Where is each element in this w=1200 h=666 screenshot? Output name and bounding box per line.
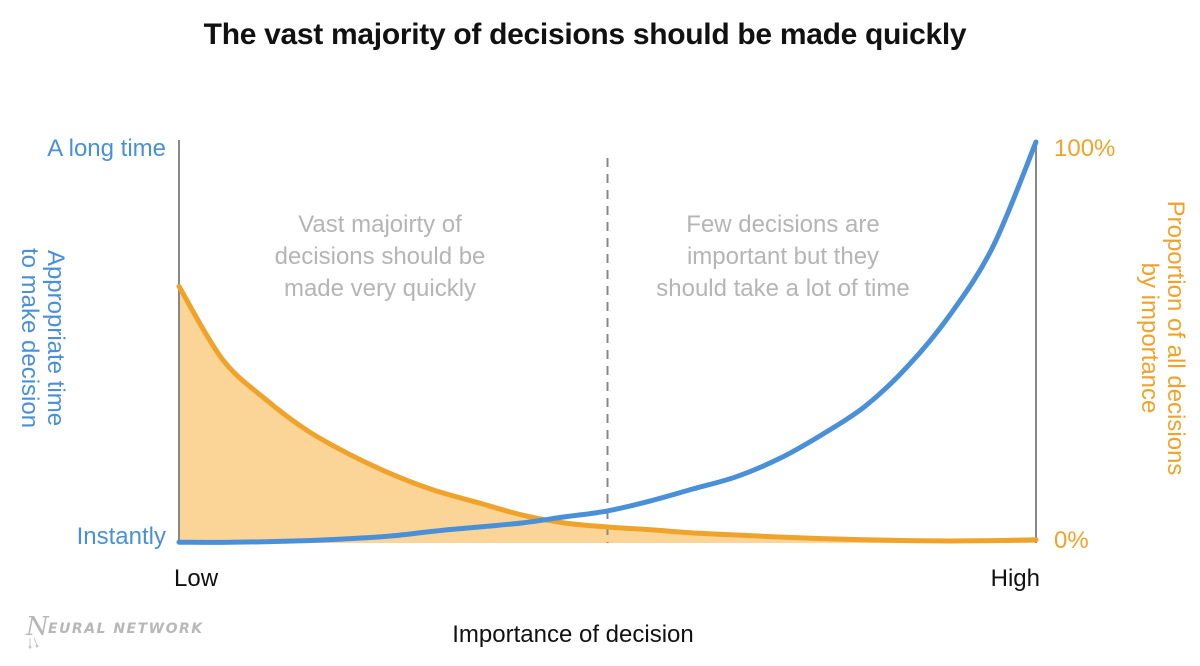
annotation-1-line: made very quickly — [284, 275, 476, 302]
y-right-label-line: by importance — [1136, 263, 1163, 414]
svg-text:EURAL NETWORK: EURAL NETWORK — [48, 621, 204, 637]
y-right-tick-bottom: 0% — [1054, 527, 1089, 554]
annotation-2-line: important but they — [687, 243, 879, 270]
x-axis-label: Importance of decision — [452, 621, 693, 648]
annotation-1-line: decisions should be — [275, 243, 486, 270]
y-right-label-line: Proportion of all decisions — [1162, 201, 1189, 476]
y-left-tick-bottom: Instantly — [77, 523, 166, 550]
svg-text:N: N — [25, 612, 50, 642]
y-right-tick-top: 100% — [1054, 135, 1115, 162]
proportion-fill-layer — [179, 286, 1036, 543]
annotation-2-line: Few decisions are — [686, 211, 879, 238]
y-left-label-line: Appropriate time — [42, 250, 69, 426]
annotation-2-line: should take a lot of time — [656, 275, 909, 302]
proportion-area — [179, 286, 1036, 543]
label-layer: A long time Instantly 100% 0% Low High Importa… — [16, 135, 1189, 648]
x-tick-high: High — [991, 565, 1040, 592]
y-left-label-line: to make decision — [16, 248, 43, 428]
x-tick-low: Low — [174, 565, 219, 592]
chart-title: The vast majority of decisions should be… — [203, 18, 967, 51]
proportion-line — [176, 283, 1039, 544]
series-layer — [176, 139, 1039, 545]
y-left-tick-top: A long time — [47, 135, 166, 162]
annotation-1-line: Vast majoirty of — [298, 211, 462, 238]
time-line — [176, 139, 1039, 545]
neural-network-logo: N EURAL NETWORK — [20, 612, 220, 652]
